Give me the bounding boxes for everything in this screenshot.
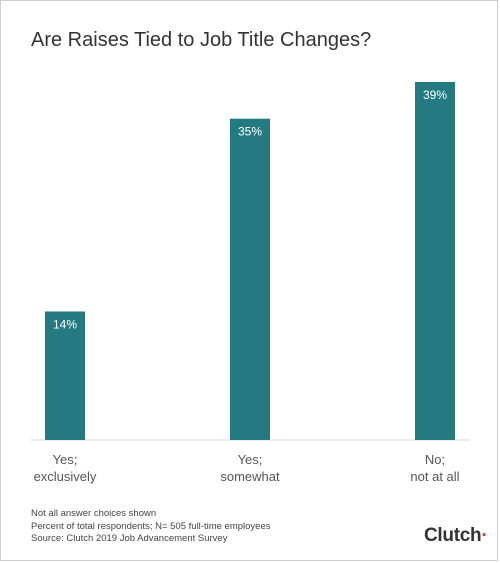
bar-1 bbox=[45, 311, 85, 440]
bar-value-label-1: 14% bbox=[53, 317, 77, 331]
category-label-1-line-2: exclusively bbox=[34, 469, 97, 484]
bar-3 bbox=[415, 82, 455, 440]
bar-value-label-3: 39% bbox=[423, 88, 447, 102]
chart-footer: Not all answer choices shown Percent of … bbox=[31, 508, 270, 546]
bar-2 bbox=[230, 118, 270, 440]
clutch-logo: Clutch· bbox=[424, 525, 488, 546]
footnote-source: Source: Clutch 2019 Job Advancement Surv… bbox=[31, 533, 228, 544]
category-label-3-line-1: No; bbox=[425, 452, 445, 467]
footnote-answer-choices: Not all answer choices shown bbox=[31, 508, 157, 519]
footnote-respondents: Percent of total respondents; N= 505 ful… bbox=[31, 520, 271, 532]
category-label-3-line-2: not at all bbox=[410, 469, 459, 484]
category-label-2-line-2: somewhat bbox=[220, 469, 280, 484]
chart-title: Are Raises Tied to Job Title Changes? bbox=[31, 29, 372, 51]
bar-value-label-2: 35% bbox=[238, 125, 262, 139]
category-label-2-line-1: Yes; bbox=[238, 452, 263, 467]
category-label-1-line-1: Yes; bbox=[53, 452, 78, 467]
